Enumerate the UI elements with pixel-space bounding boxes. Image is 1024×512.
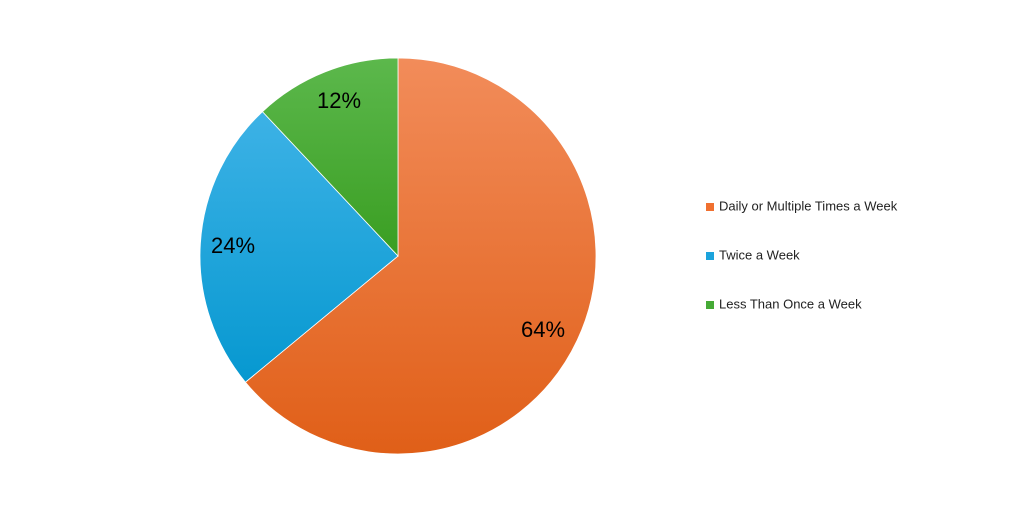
- legend-swatch: [706, 252, 714, 260]
- legend-label: Twice a Week: [719, 247, 800, 262]
- legend: Daily or Multiple Times a Week Twice a We…: [706, 198, 898, 311]
- legend-swatch: [706, 301, 714, 309]
- legend-label: Less Than Once a Week: [719, 296, 862, 311]
- pie-slice-labels: 64% 24% 12%: [211, 88, 565, 342]
- legend-swatch: [706, 203, 714, 211]
- pie-slice-daily-or-multiple-times-a-week: [244, 57, 597, 455]
- slice-data-label: 64%: [521, 317, 565, 342]
- pie-slice-less-than-once-a-week: [261, 57, 399, 258]
- slice-data-label: 12%: [317, 88, 361, 113]
- pie-slice-twice-a-week: [199, 111, 399, 383]
- pie-slices: [199, 57, 597, 455]
- legend-label: Daily or Multiple Times a Week: [719, 198, 898, 213]
- slice-data-label: 24%: [211, 233, 255, 258]
